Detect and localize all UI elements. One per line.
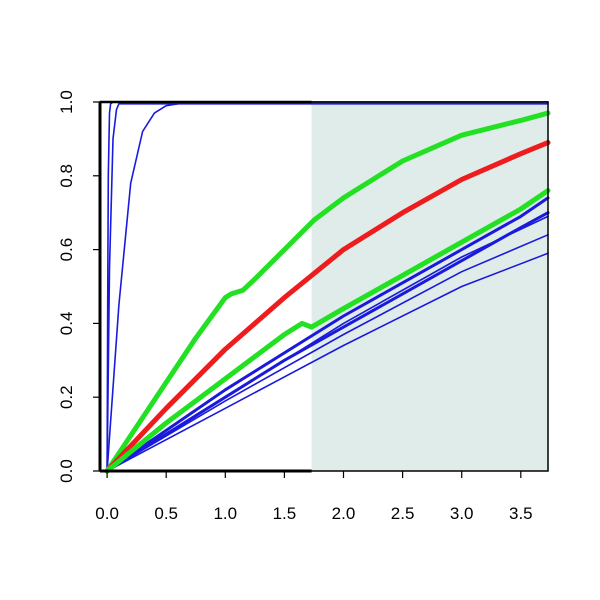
x-axis-ticks: 0.0 0.5 1.0 1.5 2.0 2.5 3.0 3.5 [95, 471, 533, 523]
series-line-blue-1 [106, 103, 549, 472]
x-tick-label: 0.0 [95, 504, 119, 523]
x-tick-label: 1.0 [213, 504, 237, 523]
x-tick-label: 2.0 [332, 504, 356, 523]
x-tick-label: 3.0 [450, 504, 474, 523]
y-tick-label: 1.0 [57, 90, 76, 114]
y-axis-ticks: 0.0 0.2 0.4 0.6 0.8 1.0 [57, 90, 100, 483]
x-tick-label: 0.5 [154, 504, 178, 523]
x-tick-label: 1.5 [273, 504, 297, 523]
series-line-blue-5 [106, 215, 549, 472]
series-line-blue-6 [106, 234, 549, 472]
y-tick-label: 0.2 [57, 385, 76, 409]
x-tick-label: 3.5 [509, 504, 533, 523]
series-line-red-9 [104, 140, 551, 474]
series-line-blue-4 [105, 196, 550, 473]
series-line-green-8 [104, 110, 551, 474]
shaded-region [311, 102, 548, 471]
y-tick-label: 0.8 [57, 164, 76, 188]
series-line-blue-7 [106, 252, 549, 472]
series-layer [104, 101, 551, 474]
plot-frame [99, 101, 549, 472]
x-tick-label: 2.5 [391, 504, 415, 523]
y-tick-label: 0.4 [57, 312, 76, 336]
series-line-green-10 [104, 188, 551, 474]
y-tick-label: 0.0 [57, 459, 76, 483]
y-tick-label: 0.6 [57, 238, 76, 262]
